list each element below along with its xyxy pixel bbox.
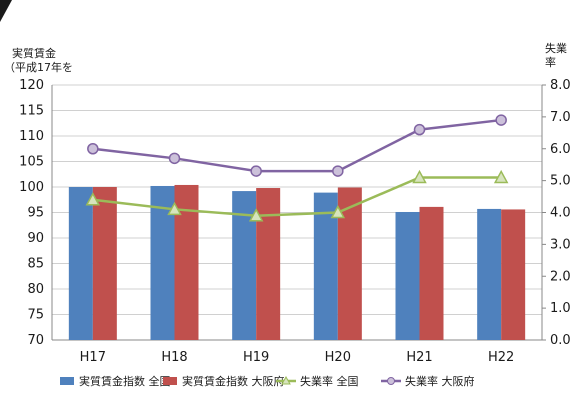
- x-tick-H22: H22: [488, 350, 514, 365]
- marker-0-H22: [493, 169, 509, 184]
- left-axis-title-line2: （平成17年を: [4, 60, 73, 74]
- marker-1-H17: [87, 143, 99, 155]
- right-tick-4: 4.0: [550, 206, 571, 221]
- left-tick-4: 90: [27, 231, 44, 246]
- banner-shape: [0, 0, 12, 22]
- legend-marker-2: [281, 375, 291, 385]
- legend-swatch-0: [60, 377, 74, 385]
- legend-label-3: 失業率 大阪府: [405, 374, 475, 388]
- bar-1-H18: [174, 184, 199, 340]
- bar-0-H21: [395, 211, 420, 340]
- marker-1-H21: [413, 123, 426, 136]
- x-tick-H20: H20: [325, 350, 351, 365]
- right-axis-ticks: 0.0 1.0 2.0 3.0 4.0 5.0 6.0 7.0 8.0: [542, 78, 571, 348]
- x-tick-H17: H17: [80, 350, 106, 365]
- right-tick-7: 7.0: [550, 110, 571, 125]
- bar-1-H22: [501, 209, 526, 340]
- left-tick-3: 85: [27, 257, 44, 272]
- left-tick-1: 75: [27, 308, 44, 323]
- banner-strip: [70, 0, 450, 6]
- left-axis-ticks: 70 75 80 85 90 95 100 105 110 115 120: [19, 78, 44, 348]
- marker-0-H21: [412, 169, 427, 184]
- bar-1-H21: [419, 206, 444, 340]
- left-tick-10: 120: [19, 78, 44, 93]
- marker-0-H19: [248, 208, 264, 222]
- marker-0-H18: [167, 201, 182, 216]
- legend-label-1: 実質賃金指数 大阪府: [182, 374, 285, 388]
- right-tick-0: 0.0: [550, 333, 571, 348]
- left-tick-9: 115: [19, 104, 44, 119]
- marker-0-H20: [330, 204, 346, 219]
- right-tick-8: 8.0: [550, 78, 571, 93]
- legend: 実質賃金指数 全国 実質賃金指数 大阪府 失業率 全国 失業率 大阪府: [60, 374, 475, 388]
- right-tick-2: 2.0: [550, 269, 571, 284]
- bar-1-H19: [256, 188, 281, 340]
- left-tick-0: 70: [27, 333, 44, 348]
- x-tick-H19: H19: [243, 350, 269, 365]
- bars: [68, 184, 526, 340]
- marker-1-H19: [250, 165, 262, 177]
- marker-1-H18: [168, 152, 181, 165]
- marker-0-H17: [85, 192, 101, 206]
- legend-swatch-1: [163, 377, 177, 385]
- x-tick-H18: H18: [161, 350, 187, 365]
- legend-label-2: 失業率 全国: [300, 374, 359, 388]
- bar-1-H17: [92, 187, 117, 340]
- marker-1-H20: [332, 165, 344, 177]
- marker-1-H22: [495, 114, 507, 126]
- left-tick-2: 80: [27, 282, 44, 297]
- legend-marker-3: [387, 377, 395, 385]
- left-tick-6: 100: [19, 180, 44, 195]
- right-tick-6: 6.0: [550, 142, 571, 157]
- lines: [85, 114, 509, 222]
- left-tick-5: 95: [27, 206, 44, 221]
- gridlines: [52, 84, 542, 341]
- line-series-1: [92, 118, 502, 173]
- x-axis-ticks: H17 H18 H19 H20 H21 H22: [80, 350, 515, 365]
- legend-label-0: 実質賃金指数 全国: [79, 374, 171, 388]
- right-tick-3: 3.0: [550, 237, 571, 252]
- right-axis-title-line1: 失業: [545, 42, 567, 55]
- bar-0-H22: [477, 208, 502, 340]
- bar-0-H17: [68, 187, 93, 340]
- left-tick-8: 110: [19, 129, 44, 144]
- right-axis-title-line2: 率: [545, 55, 556, 69]
- right-tick-5: 5.0: [550, 174, 571, 189]
- left-tick-7: 105: [19, 155, 44, 170]
- line-series-0: [92, 176, 502, 217]
- right-tick-1: 1.0: [550, 301, 571, 316]
- left-axis-title-line1: 実質賃金: [12, 46, 56, 60]
- x-tick-H21: H21: [406, 350, 432, 365]
